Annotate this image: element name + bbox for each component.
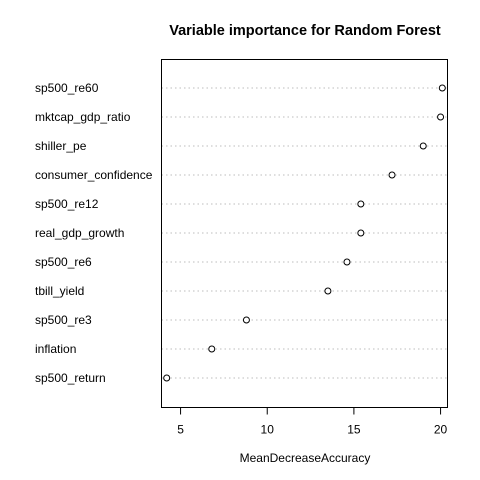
importance-point: [438, 84, 446, 92]
plot-frame: [161, 59, 448, 408]
importance-point: [163, 374, 171, 382]
importance-point: [324, 287, 332, 295]
importance-point: [242, 316, 250, 324]
importance-point: [388, 171, 396, 179]
variable-label: sp500_re3: [35, 313, 92, 327]
variable-label: inflation: [35, 342, 76, 356]
row-labels: sp500_re60 mktcap_gdp_ratio shiller_pecons…: [35, 81, 153, 385]
importance-point: [437, 113, 445, 121]
importance-point: [357, 229, 365, 237]
variable-label: sp500_return: [35, 371, 106, 385]
variable-label: real_gdp_growth: [35, 226, 124, 240]
variable-label: sp500_re6: [35, 255, 92, 269]
importance-point: [208, 345, 216, 353]
x-axis-label: MeanDecreaseAccuracy: [240, 451, 371, 465]
variable-label: consumer_confidence: [35, 168, 153, 182]
x-tick-label: 5: [177, 423, 184, 437]
x-axis: 5 10 15 20: [177, 407, 448, 437]
importance-point: [419, 142, 427, 150]
data-points: [163, 84, 446, 382]
variable-label: sp500_re12: [35, 197, 99, 211]
x-tick-label: 15: [347, 423, 361, 437]
variable-label: mktcap_gdp_ratio: [35, 110, 131, 124]
variable-label: sp500_re60: [35, 81, 99, 95]
variable-label: shiller_pe: [35, 139, 87, 153]
chart-title: Variable importance for Random Forest: [169, 23, 441, 39]
variable-label: tbill_yield: [35, 284, 84, 298]
importance-point: [343, 258, 351, 266]
x-tick-label: 20: [434, 423, 448, 437]
x-tick-label: 10: [261, 423, 275, 437]
importance-point: [357, 200, 365, 208]
